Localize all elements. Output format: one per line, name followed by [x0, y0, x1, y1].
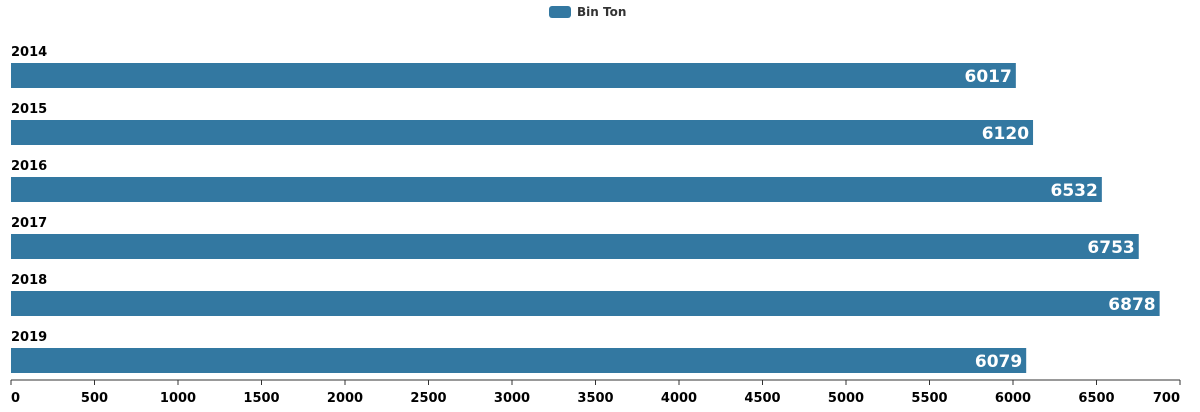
bar-row: 2016 6532: [11, 159, 1102, 202]
bar[interactable]: [11, 291, 1160, 316]
bar-row: 2018 6878: [11, 273, 1160, 316]
x-tick-label: 1500: [243, 391, 279, 406]
category-label: 2019: [11, 330, 47, 345]
x-tick-label: 5500: [911, 391, 947, 406]
category-label: 2014: [11, 45, 47, 60]
x-tick-label: 2500: [410, 391, 446, 406]
bar[interactable]: [11, 177, 1102, 202]
x-tick-label: 3000: [494, 391, 530, 406]
x-tick-label: 4500: [744, 391, 780, 406]
x-tick-label: 3500: [577, 391, 613, 406]
x-tick-label: 700: [1153, 391, 1180, 406]
x-axis: 0 500 1000 1500 2000 2500 3000 3500 4000 4500 5000…: [10, 379, 1181, 406]
data-label: 6532: [1051, 181, 1098, 201]
data-label: 6120: [982, 124, 1029, 144]
category-label: 2016: [11, 159, 47, 174]
bar-row: 2015 6120: [11, 102, 1034, 145]
bar[interactable]: [11, 348, 1027, 373]
legend-swatch: [549, 6, 571, 18]
x-tick-label: 0: [11, 391, 20, 406]
data-label: 6753: [1087, 238, 1134, 258]
bar-row: 2019 6079: [11, 330, 1027, 373]
bar[interactable]: [11, 234, 1139, 259]
bars: 2014 6017 2015 6120 2016 6532 2017 6753 2018 6878…: [11, 45, 1160, 373]
data-label: 6017: [965, 67, 1012, 87]
legend[interactable]: Bin Ton: [549, 5, 626, 19]
x-tick-label: 500: [81, 391, 108, 406]
bar[interactable]: [11, 120, 1034, 145]
bar-row: 2017 6753: [11, 216, 1139, 259]
x-tick-label: 1000: [160, 391, 196, 406]
bar[interactable]: [11, 63, 1016, 88]
category-label: 2015: [11, 102, 47, 117]
category-label: 2018: [11, 273, 47, 288]
bar-row: 2014 6017: [11, 45, 1016, 88]
x-tick-label: 6500: [1078, 391, 1114, 406]
legend-label: Bin Ton: [577, 5, 626, 19]
data-label: 6079: [975, 352, 1022, 372]
data-label: 6878: [1108, 295, 1155, 315]
x-tick-label: 5000: [828, 391, 864, 406]
x-tick-label: 4000: [661, 391, 697, 406]
category-label: 2017: [11, 216, 47, 231]
x-tick-label: 2000: [327, 391, 363, 406]
x-tick-label: 6000: [995, 391, 1031, 406]
